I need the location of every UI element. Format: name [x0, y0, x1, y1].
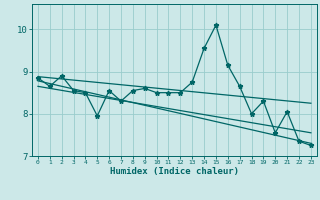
- X-axis label: Humidex (Indice chaleur): Humidex (Indice chaleur): [110, 167, 239, 176]
